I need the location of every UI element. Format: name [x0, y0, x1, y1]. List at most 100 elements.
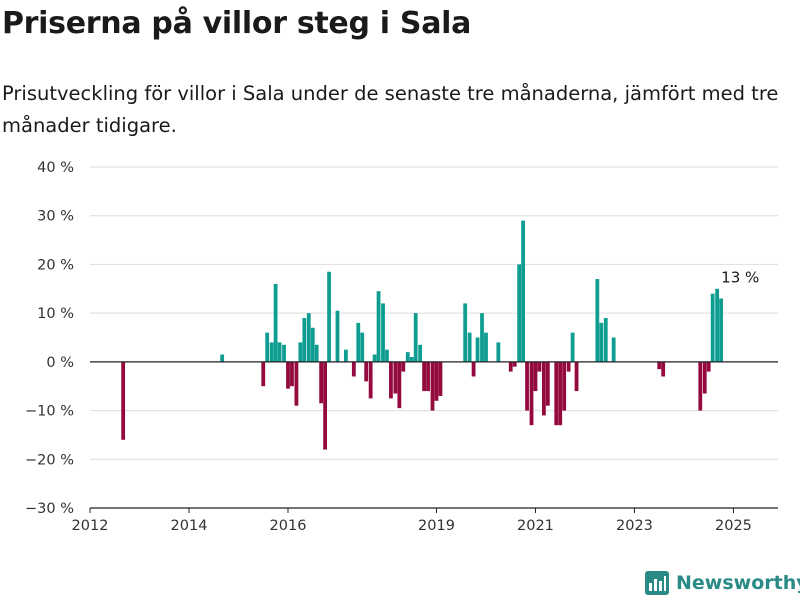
x-tick-label: 2014 [171, 518, 208, 534]
bar-series [121, 220, 723, 450]
bar [265, 332, 270, 362]
bar [351, 361, 356, 377]
chart-logo-icon [645, 571, 669, 595]
x-tick-label: 2016 [270, 518, 307, 534]
x-axis-ticks: 2012 2014 2016 2019 2021 2023 2025 [72, 508, 752, 534]
bar [426, 361, 430, 392]
bar [335, 310, 340, 362]
page-title: Priserna på villor steg i Sala [2, 6, 472, 41]
last-value-annotation: 13 % [721, 269, 759, 287]
bar [422, 361, 427, 392]
bar [413, 313, 418, 362]
y-tick-label: 10 % [37, 306, 74, 322]
bar [657, 361, 662, 370]
bar [294, 361, 299, 406]
bar [611, 337, 616, 362]
bar [389, 361, 393, 399]
grid-lines [90, 166, 778, 460]
bar [570, 332, 575, 362]
bar [541, 361, 546, 416]
bar [562, 361, 567, 411]
bar [314, 344, 319, 362]
bar [512, 361, 517, 367]
x-tick-label: 2023 [616, 518, 653, 534]
bar [698, 361, 703, 411]
bar [521, 220, 525, 362]
bar [467, 332, 472, 362]
bar [393, 361, 398, 394]
bar [385, 349, 389, 362]
x-tick-label: 2019 [418, 518, 455, 534]
bar [710, 293, 715, 362]
bar [409, 356, 414, 362]
bar [302, 318, 307, 362]
bar [558, 361, 563, 426]
bar [319, 361, 324, 404]
bar [372, 354, 377, 362]
bar [277, 342, 282, 362]
bar [381, 303, 385, 362]
bar [401, 361, 406, 372]
bar [463, 303, 468, 362]
bar [719, 298, 723, 362]
bar [356, 322, 361, 362]
bar [364, 361, 369, 382]
bar [517, 264, 522, 362]
bar [310, 327, 315, 362]
bar [480, 313, 484, 362]
bar [475, 337, 480, 362]
x-tick-label: 2025 [715, 518, 752, 534]
bar [715, 288, 720, 362]
x-tick-label: 2021 [517, 518, 554, 534]
bar [706, 361, 711, 372]
bar [471, 361, 476, 377]
x-tick-label: 2012 [72, 518, 109, 534]
bar [508, 361, 513, 372]
bar [537, 361, 542, 372]
y-tick-label: 40 % [37, 160, 74, 176]
bar [566, 361, 571, 372]
bar [121, 361, 126, 440]
bar [484, 332, 488, 362]
brand-name: Newsworthy [676, 572, 800, 594]
bar [603, 318, 608, 362]
bar [430, 361, 435, 411]
bar [595, 279, 600, 362]
bar [376, 291, 381, 362]
bar [574, 361, 579, 392]
bar [368, 361, 373, 399]
bar [220, 354, 225, 362]
bar [282, 344, 286, 362]
bar [661, 361, 666, 377]
brand-logo: Newsworthy [645, 568, 800, 598]
page-subtitle: Prisutveckling för villor i Sala under d… [2, 82, 779, 137]
bar [273, 283, 278, 362]
y-tick-label: −10 % [25, 404, 74, 420]
bar [599, 322, 604, 362]
bar [702, 361, 707, 394]
y-tick-label: 0 % [46, 355, 74, 371]
bar [496, 342, 501, 362]
bar [405, 352, 410, 362]
bar [529, 361, 534, 426]
bar [286, 361, 290, 389]
y-tick-label: 20 % [37, 257, 74, 273]
bar [434, 361, 439, 401]
bar [298, 342, 303, 362]
bar [533, 361, 538, 392]
bar [261, 361, 266, 387]
bar [290, 361, 294, 387]
bar [438, 361, 443, 396]
y-tick-label: −30 % [25, 501, 74, 517]
bar [360, 332, 365, 362]
bar [525, 361, 529, 411]
bar [554, 361, 559, 426]
y-tick-label: −20 % [25, 452, 74, 468]
y-tick-label: 30 % [37, 209, 74, 225]
bar [327, 271, 331, 362]
y-axis-ticks: −30 % −20 % −10 % 0 % 10 % 20 % 30 % 40 % [25, 160, 74, 517]
bar [269, 342, 274, 362]
bar [323, 361, 328, 450]
bar [545, 361, 550, 406]
